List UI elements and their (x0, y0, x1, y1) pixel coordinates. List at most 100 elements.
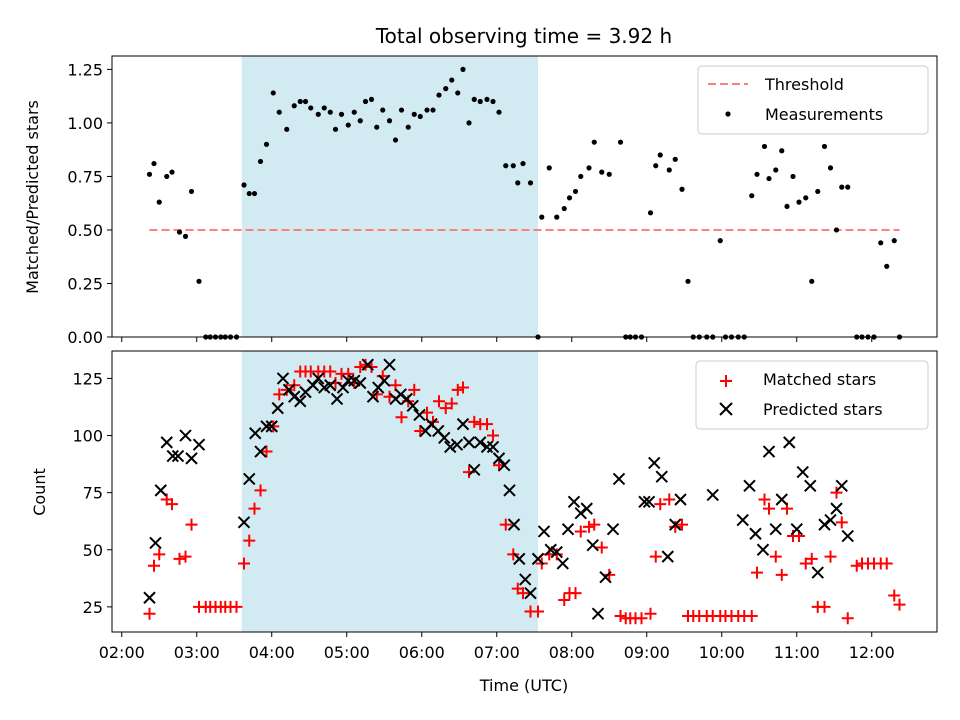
legend-measurements-swatch (725, 111, 731, 117)
matched-stars-point (487, 429, 499, 442)
measurements-point (891, 238, 897, 244)
matched-stars-point (550, 548, 563, 561)
measurements-point (578, 173, 584, 180)
matched-stars-point (745, 610, 758, 623)
measurements-point (784, 203, 790, 210)
measurements-point (460, 66, 466, 72)
top-legend-box (697, 65, 929, 135)
measurements-point (599, 169, 605, 175)
measurements-point (510, 163, 516, 169)
matched-stars-point (260, 445, 273, 458)
predicted-stars-point (606, 522, 620, 536)
top-panel-frame (111, 55, 938, 338)
bottom-plot-area (144, 359, 906, 625)
predicted-stars-point (743, 479, 756, 492)
bottom-x-tick-label: 06:00 (399, 643, 445, 662)
legend-matched-swatch (720, 375, 732, 387)
bottom-y-axis-ticks: 25 50 75 100 125 (72, 369, 112, 617)
predicted-stars-point (462, 436, 476, 449)
bottom-x-tick-label: 09:00 (624, 643, 670, 662)
matched-stars-point (751, 566, 763, 579)
matched-stars-point (179, 550, 192, 563)
matched-stars-point (532, 605, 544, 618)
legend-measurements-label: Measurements (765, 105, 883, 124)
predicted-stars-point (383, 358, 396, 371)
bottom-x-tick-label: 12:00 (849, 643, 895, 662)
measurements-point (754, 171, 760, 177)
measurements-point (591, 139, 597, 145)
matched-stars-point (588, 518, 601, 531)
measurements-point (315, 111, 321, 117)
measurements-point (297, 98, 303, 105)
matched-stars-point (433, 395, 445, 408)
matched-stars-point (644, 607, 657, 620)
measurements-point (515, 180, 521, 186)
top-y-tick-label: 0.50 (67, 221, 103, 240)
predicted-stars-point (254, 445, 267, 458)
predicted-stars-point (769, 522, 782, 536)
measurements-point (241, 182, 247, 188)
predicted-stars-point (330, 392, 344, 406)
measurements-point (484, 96, 490, 102)
matched-stars-point (457, 381, 469, 394)
matched-stars-point (342, 367, 355, 380)
predicted-stars-point (762, 445, 776, 458)
matched-stars-point (238, 557, 250, 570)
predicted-stars-point (669, 518, 682, 531)
predicted-stars-point (599, 570, 612, 584)
measurements-point (449, 77, 455, 83)
bottom-y-tick-label: 25 (83, 598, 103, 617)
matched-stars-point (248, 502, 261, 515)
measurements-point (392, 137, 399, 143)
bottom-x-axis-ticks: 02:00 03:00 04:00 05:00 06:00 07:00 08:00 09:00… (99, 632, 895, 662)
measurements-point (270, 90, 276, 96)
measurements-point (796, 199, 802, 205)
measurements-point (302, 98, 309, 105)
measurements-point (251, 190, 258, 197)
predicted-stars-point (524, 586, 537, 600)
predicted-stars-point (706, 488, 719, 502)
matched-stars-point (280, 383, 293, 396)
measurements-point (815, 188, 821, 195)
matched-stars-point (654, 498, 667, 511)
matched-stars-point (230, 600, 243, 613)
predicted-stars-point (456, 417, 470, 431)
matched-stars-point (893, 598, 906, 611)
measurements-point (496, 109, 502, 115)
predicted-stars-point (166, 449, 179, 463)
measurements-point (766, 175, 772, 182)
measurements-point (380, 107, 386, 113)
matched-stars-point (445, 397, 458, 410)
top-y-tick-label: 0.00 (67, 328, 103, 347)
matched-stars-point (507, 548, 520, 561)
bottom-panel: 25 50 75 100 125 02:00 03:00 04:00 05:00 06:00 07… (30, 351, 938, 695)
matched-stars-point (818, 600, 831, 613)
measurements-point (246, 190, 252, 197)
matched-stars-point (669, 520, 682, 533)
measurements-point (520, 160, 526, 167)
matched-stars-point (365, 360, 378, 373)
measurements-point (773, 167, 779, 173)
measurements-point (672, 156, 678, 162)
bottom-y-tick-label: 125 (72, 369, 103, 388)
measurements-point (586, 165, 592, 171)
predicted-stars-point (324, 379, 337, 392)
top-y-axis-label: Matched/Predicted stars (23, 100, 42, 294)
measurements-point (357, 118, 363, 124)
predicted-stars-point (561, 522, 575, 536)
predicted-stars-point (282, 383, 296, 397)
predicted-stars-point (818, 518, 831, 531)
measurements-point (845, 184, 851, 190)
measurements-point (284, 126, 290, 132)
measurements-point (657, 152, 663, 158)
measurements-point (717, 238, 723, 244)
matched-stars-point (569, 587, 582, 600)
matched-stars-point (395, 411, 408, 424)
predicted-stars-point (192, 438, 206, 451)
measurements-point (362, 98, 369, 105)
matched-stars-point (148, 559, 160, 572)
measurements-point (466, 120, 472, 126)
predicted-stars-point (394, 388, 407, 401)
bottom-y-tick-label: 50 (83, 541, 103, 560)
measurements-point (471, 96, 477, 102)
